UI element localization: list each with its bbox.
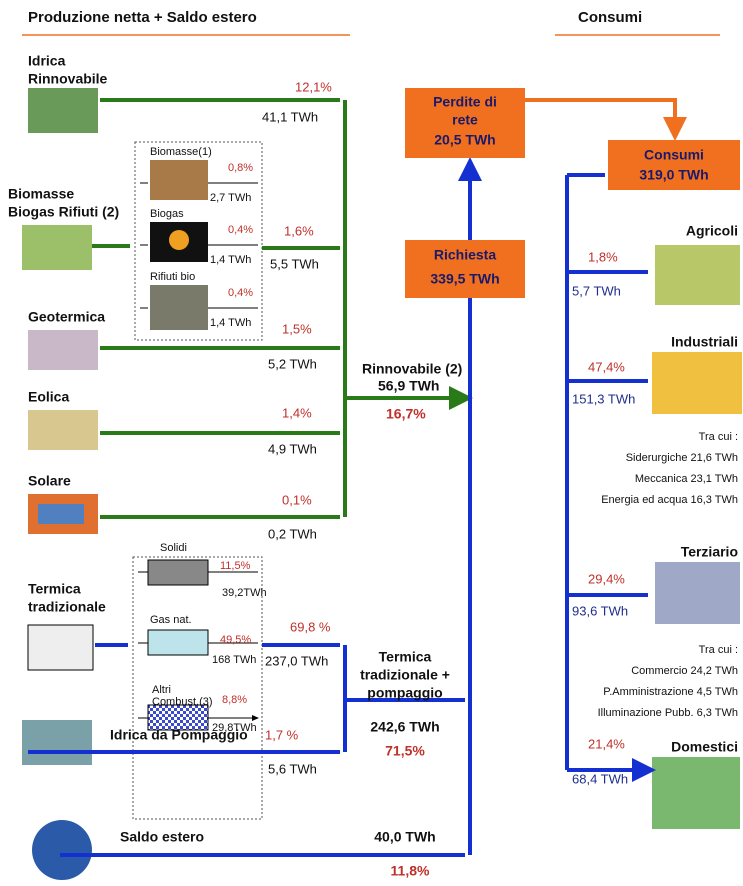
label: 339,5 TWh [430, 271, 499, 287]
label: 168 TWh [212, 654, 256, 666]
label: 68,4 TWh [572, 771, 628, 786]
label: 41,1 TWh [262, 109, 318, 124]
label: Biogas Rifiuti (2) [8, 204, 119, 220]
orange-flow [525, 100, 675, 133]
labels: Produzione netta + Saldo estero Consumi Id… [8, 9, 738, 879]
label: Agricoli [686, 223, 738, 239]
label: Produzione netta + Saldo estero [28, 9, 257, 26]
label: Altri [152, 684, 171, 696]
label: Tra cui : [699, 431, 738, 443]
label: 20,5 TWh [434, 132, 495, 148]
label: Termica [379, 649, 432, 665]
label: 11,8% [391, 863, 430, 879]
label: Solidi [160, 542, 187, 554]
label: 151,3 TWh [572, 391, 635, 406]
label: Biomasse [8, 186, 74, 202]
label: P.Amministrazione 4,5 TWh [603, 686, 738, 698]
label: 12,1% [295, 79, 332, 94]
label: 319,0 TWh [639, 167, 708, 183]
label: 1,4 TWh [210, 317, 251, 329]
label: pompaggio [367, 685, 442, 701]
label: 1,6% [284, 223, 314, 238]
label: 56,9 TWh [378, 378, 439, 394]
label: 1,8% [588, 249, 618, 264]
label: 8,8% [222, 694, 247, 706]
label: 69,8 % [290, 619, 331, 634]
label: Geotermica [28, 309, 105, 325]
label: 39,2TWh [222, 587, 267, 599]
label: Solare [28, 473, 71, 489]
label: 47,4% [588, 359, 625, 374]
label: Meccanica 23,1 TWh [635, 473, 738, 485]
label: 21,4% [588, 736, 625, 751]
label: 1,5% [282, 321, 312, 336]
label: 5,6 TWh [268, 761, 317, 776]
label: 1,7 % [265, 727, 299, 742]
label: Tra cui : [699, 644, 738, 656]
label: 2,7 TWh [210, 192, 251, 204]
label: 11,5% [220, 560, 251, 572]
label: Siderurgiche 21,6 TWh [626, 452, 738, 464]
label: Consumi [644, 147, 704, 163]
label: Terziario [681, 544, 738, 560]
label: Industriali [671, 334, 738, 350]
label: Idrica da Pompaggio [110, 727, 248, 743]
blue-flows [28, 165, 648, 855]
label: Commercio 24,2 TWh [631, 665, 738, 677]
label: Energia ed acqua 16,3 TWh [601, 494, 738, 506]
label: 49,5% [220, 634, 251, 646]
label: Termica [28, 581, 81, 597]
label: 5,2 TWh [268, 356, 317, 371]
label: Richiesta [434, 247, 496, 263]
label: Biogas [150, 208, 184, 220]
label: 0,4% [228, 287, 253, 299]
label: Rinnovabile [28, 71, 108, 87]
label: 1,4% [282, 405, 312, 420]
label: Consumi [578, 9, 642, 26]
label: tradizionale + [360, 667, 450, 683]
label: Rinnovabile (2) [362, 361, 462, 377]
energy-flow-diagram: Produzione netta + Saldo estero Consumi Id… [0, 0, 743, 886]
label: 1,4 TWh [210, 254, 251, 266]
label: Eolica [28, 389, 69, 405]
label: 0,8% [228, 162, 253, 174]
label: 5,7 TWh [572, 283, 621, 298]
label: Illuminazione Pubb. 6,3 TWh [598, 707, 738, 719]
label: 71,5% [385, 743, 425, 759]
label: Domestici [671, 739, 738, 755]
label: rete [452, 112, 478, 128]
label: Gas nat. [150, 614, 192, 626]
label: Perdite di [433, 94, 497, 110]
label: 4,9 TWh [268, 441, 317, 456]
label: 16,7% [386, 406, 426, 422]
label: Rifiuti bio [150, 271, 195, 283]
label: tradizionale [28, 599, 106, 615]
label: 237,0 TWh [265, 653, 328, 668]
label: 0,1% [282, 492, 312, 507]
label: 242,6 TWh [370, 719, 439, 735]
label: Biomasse(1) [150, 146, 212, 158]
label: Idrica [28, 53, 66, 69]
label: 29,4% [588, 571, 625, 586]
label: Combust.(3) [152, 696, 213, 708]
label: 0,2 TWh [268, 526, 317, 541]
label: 0,4% [228, 224, 253, 236]
label: 93,6 TWh [572, 603, 628, 618]
label: Saldo estero [120, 829, 204, 845]
label: 5,5 TWh [270, 256, 319, 271]
label: 40,0 TWh [374, 829, 435, 845]
